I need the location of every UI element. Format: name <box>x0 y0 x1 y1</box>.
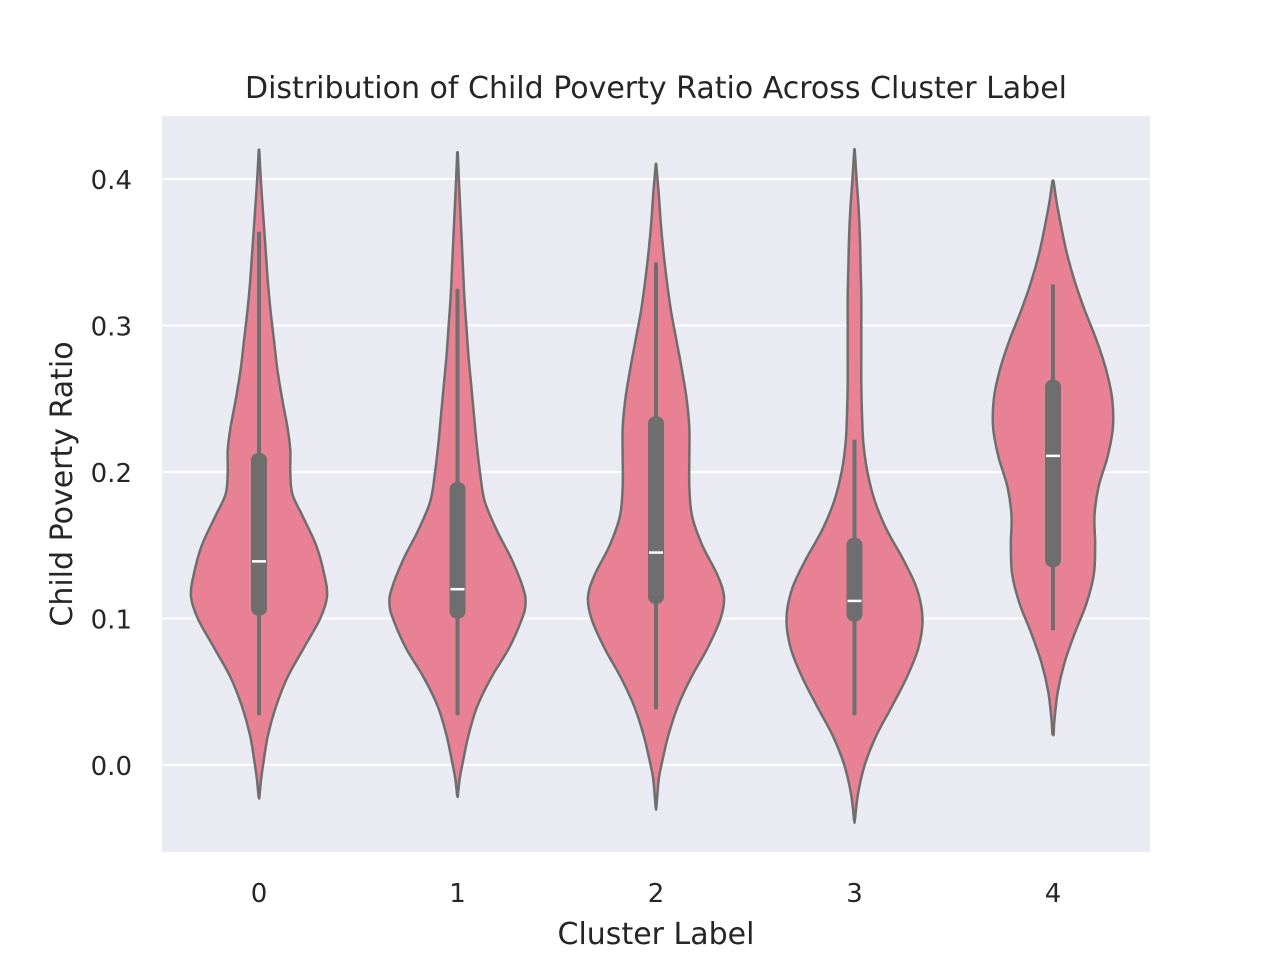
y-tick-label: 0.3 <box>91 313 132 343</box>
violin-group <box>189 148 329 800</box>
y-tick-label: 0.0 <box>91 752 132 782</box>
x-tick-labels: 0 1 2 3 4 <box>251 879 1062 909</box>
violin-iqr-box <box>449 482 466 619</box>
x-tick-label: 3 <box>846 879 863 909</box>
violin-group <box>785 147 924 824</box>
violin-group <box>586 162 726 811</box>
y-tick-label: 0.2 <box>91 459 132 489</box>
violin-group <box>388 151 527 799</box>
violin-iqr-box <box>1045 379 1061 568</box>
y-tick-labels: 0.0 0.1 0.2 0.3 0.4 <box>91 166 132 782</box>
violin-iqr-box <box>251 452 267 616</box>
y-axis-label: Child Poverty Ratio <box>45 341 80 626</box>
x-tick-label: 0 <box>251 879 268 909</box>
chart-title: Distribution of Child Poverty Ratio Acro… <box>245 71 1067 106</box>
x-tick-label: 1 <box>449 879 466 909</box>
violin-iqr-box <box>648 416 664 604</box>
violin-iqr-box <box>846 537 863 622</box>
x-tick-label: 4 <box>1045 879 1062 909</box>
y-tick-label: 0.4 <box>91 166 132 196</box>
y-tick-label: 0.1 <box>91 606 132 636</box>
x-axis-label: Cluster Label <box>558 917 755 952</box>
violin-group <box>991 179 1115 737</box>
x-tick-label: 2 <box>648 879 665 909</box>
violins <box>189 147 1115 824</box>
